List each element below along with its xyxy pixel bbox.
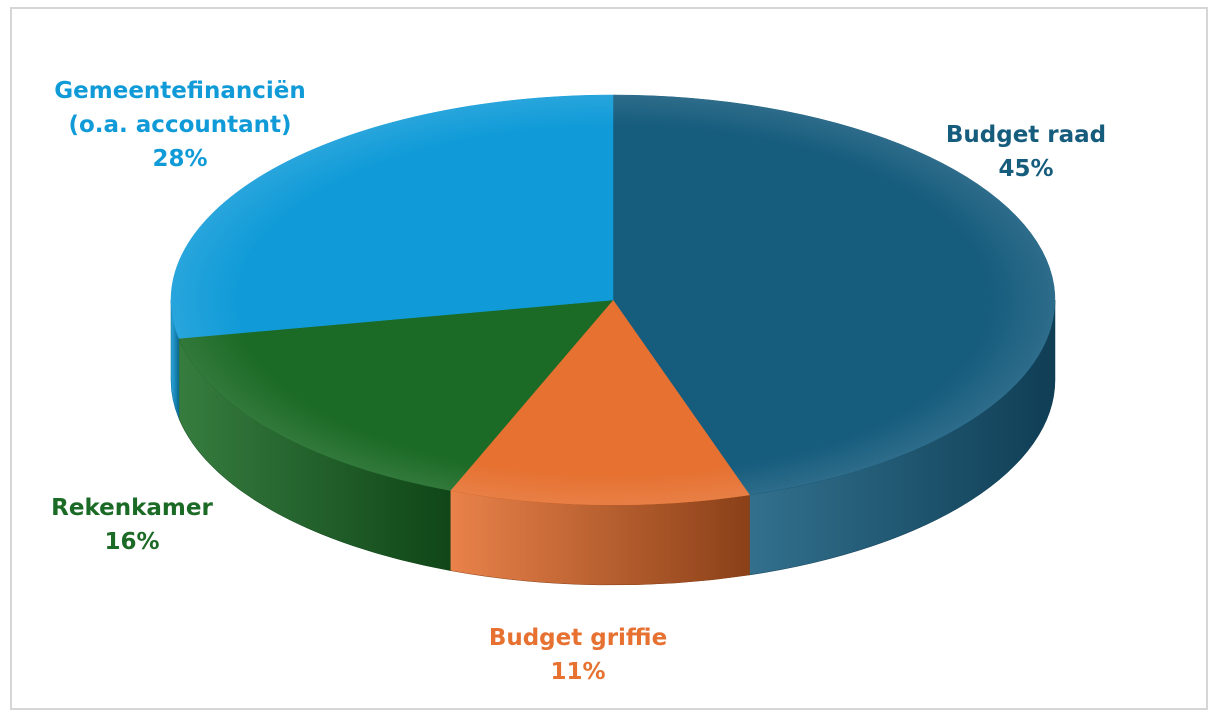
data-label-percent: 16% [104,529,159,555]
data-label-2: Rekenkamer 16% [51,495,213,555]
data-label-category: Budget griffie [489,625,667,651]
data-label-category: (o.a. accountant) [68,112,291,138]
pie-top [170,94,1056,506]
data-label-3: Gemeentefinanciën (o.a. accountant) 28% [54,78,305,172]
data-label-percent: 28% [152,146,207,172]
data-label-0: Budget raad 45% [946,122,1106,182]
data-label-1: Budget griffie 11% [489,625,667,685]
data-label-category: Gemeentefinanciën [54,78,305,104]
pie-sides [170,299,1056,586]
data-label-percent: 45% [998,156,1053,182]
data-label-category: Budget raad [946,122,1106,148]
pie-top-sheen [171,95,1055,505]
data-label-category: Rekenkamer [51,495,213,521]
data-label-percent: 11% [550,659,605,685]
